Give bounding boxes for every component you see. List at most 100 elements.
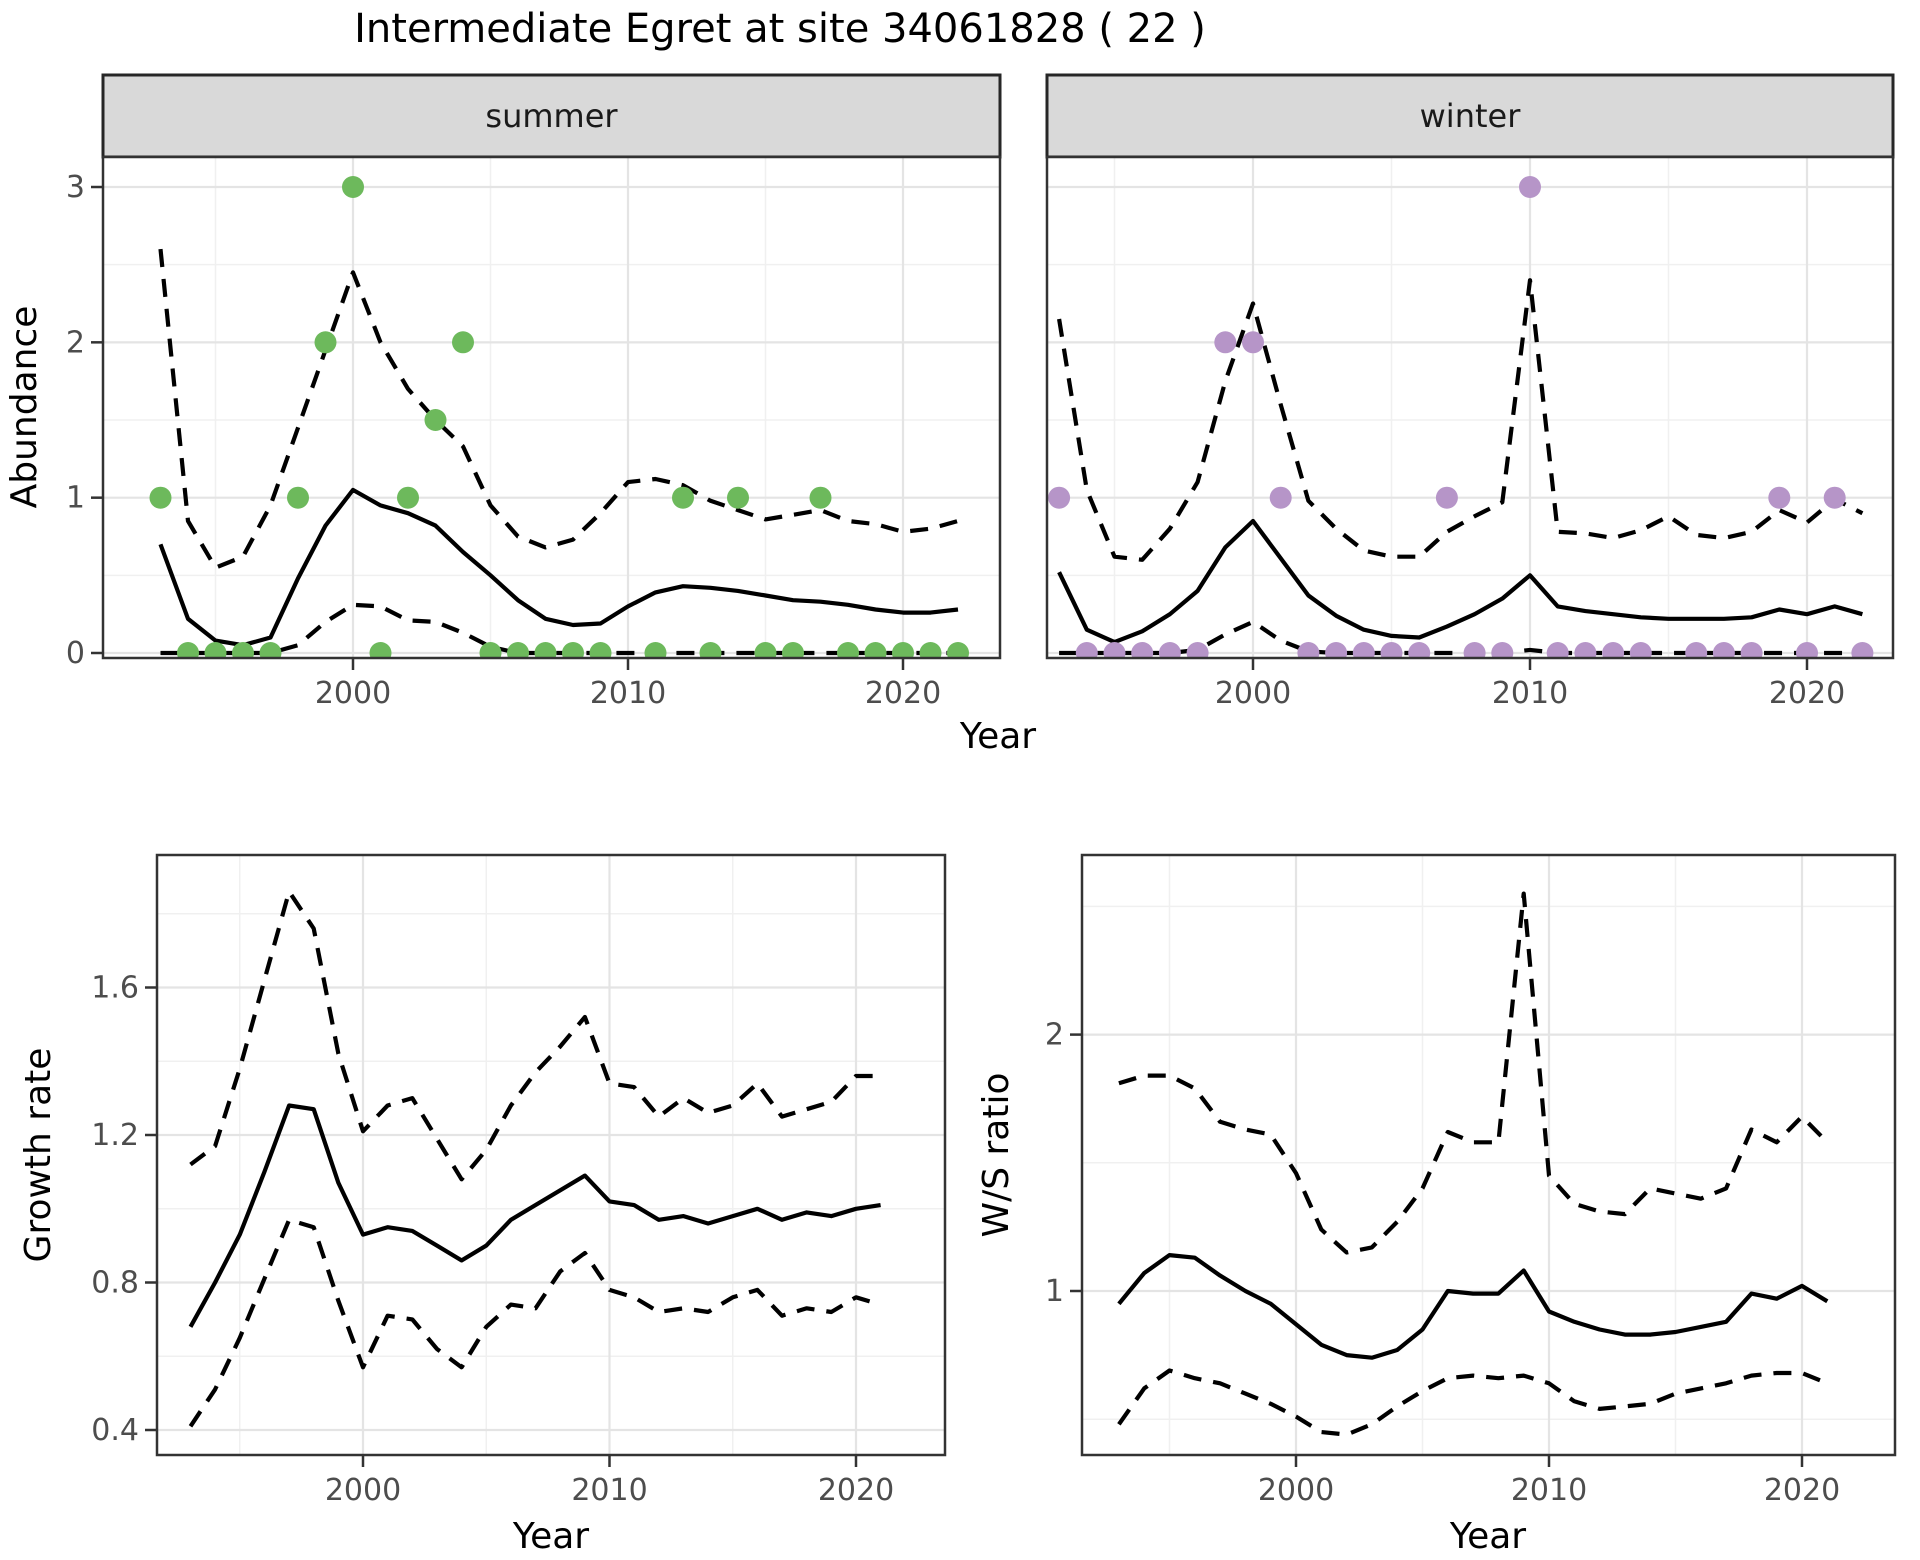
data-point xyxy=(1463,642,1486,658)
x-axis-title-top: Year xyxy=(959,716,1036,757)
data-point xyxy=(314,331,337,354)
data-point xyxy=(1823,486,1846,509)
data-point xyxy=(589,642,612,658)
data-point xyxy=(782,642,804,658)
panel-border xyxy=(1045,155,1895,660)
data-point xyxy=(892,642,914,658)
data-point xyxy=(259,642,282,658)
data-point xyxy=(1712,642,1735,658)
ws-ratio-fitted-mean-line xyxy=(1117,1252,1829,1360)
data-point xyxy=(837,642,859,658)
x-tick-label: 2010 xyxy=(590,676,666,711)
data-point xyxy=(1435,486,1458,509)
data-point xyxy=(1075,642,1098,658)
abundance-summer-upper-95ci-line xyxy=(158,248,959,570)
x-tick-label: 2010 xyxy=(571,1473,647,1508)
panel-border xyxy=(155,853,947,1457)
abundance-winter-upper-95ci-line xyxy=(1057,278,1864,562)
data-point xyxy=(177,642,199,658)
data-point xyxy=(1242,331,1264,354)
data-point xyxy=(479,642,502,658)
data-point xyxy=(507,642,529,658)
x-tick-label: 2020 xyxy=(865,676,941,711)
x-tick-label: 2000 xyxy=(1215,676,1291,711)
panel-border xyxy=(1080,853,1897,1457)
data-point xyxy=(397,486,419,509)
data-point xyxy=(1685,642,1708,658)
data-point xyxy=(727,486,749,509)
data-point xyxy=(1519,176,1541,198)
data-point xyxy=(534,642,557,658)
data-point xyxy=(1048,486,1071,509)
panel-growth-rate: 2000 2010 2020 0.4 0.8 1.2 1.6 xyxy=(91,853,947,1509)
data-point xyxy=(204,642,227,658)
x-tick-label: 2000 xyxy=(1258,1473,1334,1508)
y-tick-label: 3 xyxy=(66,170,85,205)
grid-minor xyxy=(1082,855,1895,1455)
y-axis-title-ws-ratio: W/S ratio xyxy=(976,1072,1017,1237)
y-tick-label: 2 xyxy=(66,325,85,360)
axis-ticks: 2000 2010 2020 xyxy=(1215,658,1845,711)
data-point xyxy=(1325,642,1348,658)
data-point xyxy=(1546,642,1569,658)
data-point xyxy=(369,642,392,658)
facet-label: summer xyxy=(485,97,618,135)
facet-strip xyxy=(1045,73,1895,159)
grid-minor xyxy=(103,157,1000,658)
x-axis-title-ws-ratio: Year xyxy=(1449,1516,1526,1557)
data-point xyxy=(754,642,777,658)
y-tick-label: 0.4 xyxy=(91,1413,139,1448)
data-point xyxy=(1740,642,1763,658)
data-point xyxy=(1131,642,1154,658)
ws-ratio-lower-95ci-line xyxy=(1117,1368,1829,1437)
data-point xyxy=(1297,642,1320,658)
abundance-winter-observed-counts-points xyxy=(1048,176,1874,658)
series-group xyxy=(1048,176,1874,658)
growth-rate-upper-95ci-line xyxy=(189,889,881,1182)
abundance-summer-observed-counts-points xyxy=(149,176,969,658)
data-point xyxy=(1380,642,1403,658)
facet-strip xyxy=(101,73,1002,159)
data-point xyxy=(864,642,887,658)
grid-major xyxy=(1082,855,1895,1455)
data-point xyxy=(1491,642,1514,658)
x-axis-title-growth-rate: Year xyxy=(512,1516,589,1557)
data-point xyxy=(562,642,584,658)
data-point xyxy=(232,642,254,658)
data-point xyxy=(699,642,722,658)
data-point xyxy=(1352,642,1375,658)
panel-border xyxy=(101,155,1002,660)
abundance-winter-fitted-mean-line xyxy=(1057,518,1863,645)
grid-major xyxy=(157,855,945,1455)
data-point xyxy=(1851,642,1874,658)
data-point xyxy=(452,331,474,354)
y-tick-label: 1 xyxy=(1045,1274,1064,1309)
data-point xyxy=(644,642,667,658)
x-tick-label: 2000 xyxy=(325,1473,401,1508)
panel-background xyxy=(157,855,945,1455)
growth-rate-lower-95ci-line xyxy=(188,1217,882,1428)
panel-ws-ratio: 2000 2010 2020 1 2 xyxy=(1045,853,1897,1508)
data-point xyxy=(149,486,172,509)
y-tick-label: 0.8 xyxy=(91,1266,139,1301)
y-tick-label: 0 xyxy=(66,636,85,671)
data-point xyxy=(424,409,447,431)
plot-title: Intermediate Egret at site 34061828 ( 22… xyxy=(354,6,1206,52)
axis-ticks: 2000 2010 2020 0 1 2 3 xyxy=(66,170,941,711)
axis-ticks: 2000 2010 2020 0.4 0.8 1.2 1.6 xyxy=(91,971,894,1509)
data-point xyxy=(1158,642,1181,658)
facet-label: winter xyxy=(1420,97,1522,135)
panel-abundance-summer: summer 2000 2010 2020 0 1 2 3 xyxy=(66,73,1002,711)
grid-minor xyxy=(157,855,945,1455)
data-point xyxy=(1629,642,1652,658)
data-point xyxy=(919,642,942,658)
x-tick-label: 2020 xyxy=(818,1473,894,1508)
panel-background xyxy=(103,157,1000,658)
panel-abundance-winter: winter 2000 2010 2020 xyxy=(1045,73,1895,711)
data-point xyxy=(1574,642,1597,658)
data-point xyxy=(1214,331,1237,354)
data-point xyxy=(1408,642,1431,658)
abundance-summer-lower-95ci-line xyxy=(160,602,958,656)
data-point xyxy=(1186,642,1209,658)
